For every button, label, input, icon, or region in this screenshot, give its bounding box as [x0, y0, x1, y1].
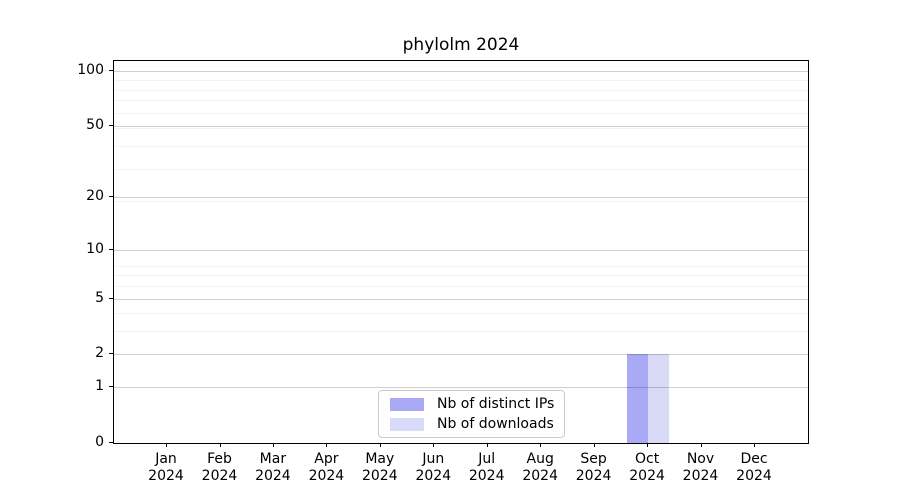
y-tick-label: 50 — [86, 116, 104, 133]
chart-title: phylolm 2024 — [402, 35, 520, 55]
x-tick-label: Jan 2024 — [148, 451, 184, 484]
x-tick-label: Sep 2024 — [575, 451, 612, 484]
x-tick-label: Oct 2024 — [629, 451, 665, 484]
y-tick-mark — [109, 386, 113, 388]
y-tick-mark — [109, 69, 113, 71]
gridline-minor — [114, 201, 808, 203]
grid-layer — [114, 61, 808, 443]
x-tick-mark — [486, 443, 488, 447]
legend-item-distinct-ips: Nb of distinct IPs — [390, 396, 554, 412]
x-tick-mark — [219, 443, 221, 447]
gridline-minor — [114, 313, 808, 315]
y-tick-label: 10 — [86, 240, 104, 257]
gridline-minor — [114, 112, 808, 114]
gridline-major — [114, 354, 808, 356]
gridline-minor — [114, 265, 808, 267]
x-tick-label: May 2024 — [361, 451, 398, 484]
y-tick-label: 2 — [95, 345, 104, 362]
gridline-major — [114, 70, 808, 72]
bar-nb-of-downloads — [648, 354, 670, 443]
x-tick-label: Mar 2024 — [255, 451, 291, 484]
x-tick-mark — [433, 443, 435, 447]
legend-label-distinct-ips: Nb of distinct IPs — [437, 396, 555, 412]
x-tick-mark — [272, 443, 274, 447]
y-tick-mark — [109, 297, 113, 299]
plot-area — [113, 60, 809, 444]
y-tick-label: 1 — [95, 378, 104, 395]
y-tick-mark — [109, 353, 113, 355]
x-tick-label: Dec 2024 — [736, 451, 772, 484]
gridline-major — [114, 249, 808, 251]
gridline-major — [114, 125, 808, 127]
legend-label-downloads: Nb of downloads — [437, 416, 554, 432]
bar-nb-of-distinct-ips — [627, 354, 649, 443]
gridline-minor — [114, 275, 808, 277]
x-tick-mark — [647, 443, 649, 447]
x-tick-mark — [166, 443, 167, 447]
y-tick-mark — [109, 124, 113, 126]
bars-layer — [114, 61, 808, 443]
x-tick-mark — [754, 443, 755, 447]
legend: Nb of distinct IPs Nb of downloads — [378, 390, 566, 438]
legend-swatch-distinct-ips — [390, 397, 424, 411]
y-tick-mark — [109, 248, 113, 250]
gridline-minor — [114, 168, 808, 170]
gridline-minor — [114, 89, 808, 91]
x-tick-label: Nov 2024 — [682, 451, 719, 484]
gridline-minor — [114, 145, 808, 147]
y-tick-label: 100 — [77, 61, 104, 78]
gridline-minor — [114, 331, 808, 333]
legend-item-downloads: Nb of downloads — [390, 416, 554, 432]
y-tick-label: 20 — [86, 188, 104, 205]
gridline-major — [114, 197, 808, 199]
x-tick-label: Jun 2024 — [415, 451, 452, 484]
gridline-minor — [114, 127, 808, 129]
gridline-major — [114, 298, 808, 300]
gridline-minor — [114, 286, 808, 288]
legend-swatch-downloads — [390, 417, 424, 431]
gridline-major — [114, 387, 808, 389]
x-tick-label: Jul 2024 — [468, 451, 505, 484]
y-tick-mark — [109, 196, 113, 198]
x-tick-mark — [700, 443, 702, 447]
x-tick-label: Apr 2024 — [308, 451, 345, 484]
y-tick-label: 0 — [95, 434, 104, 450]
x-tick-mark — [326, 443, 328, 447]
y-tick-mark — [109, 442, 113, 443]
x-tick-mark — [379, 443, 381, 447]
x-tick-label: Aug 2024 — [522, 451, 558, 484]
x-tick-label: Feb 2024 — [201, 451, 238, 484]
x-tick-mark — [540, 443, 542, 447]
gridline-minor — [114, 80, 808, 82]
gridline-minor — [114, 100, 808, 102]
x-tick-mark — [593, 443, 595, 447]
y-tick-label: 5 — [95, 289, 104, 306]
